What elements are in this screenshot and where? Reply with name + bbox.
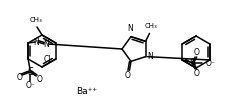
Text: CH₃: CH₃ <box>29 17 42 23</box>
Text: CH₃: CH₃ <box>144 23 156 29</box>
Text: Ba⁺⁺: Ba⁺⁺ <box>76 87 97 95</box>
Text: O: O <box>16 73 22 83</box>
Text: N: N <box>127 24 132 33</box>
Text: O: O <box>36 74 42 83</box>
Text: S: S <box>188 58 195 68</box>
Text: N: N <box>43 39 49 49</box>
Text: N: N <box>33 37 39 47</box>
Text: Cl: Cl <box>43 54 51 64</box>
Text: S: S <box>27 67 33 77</box>
Text: O: O <box>124 71 130 80</box>
Text: O: O <box>193 70 198 78</box>
Text: O⁻: O⁻ <box>204 59 214 67</box>
Text: O: O <box>193 48 198 56</box>
Text: O⁻: O⁻ <box>25 81 35 89</box>
Text: N: N <box>147 52 153 61</box>
